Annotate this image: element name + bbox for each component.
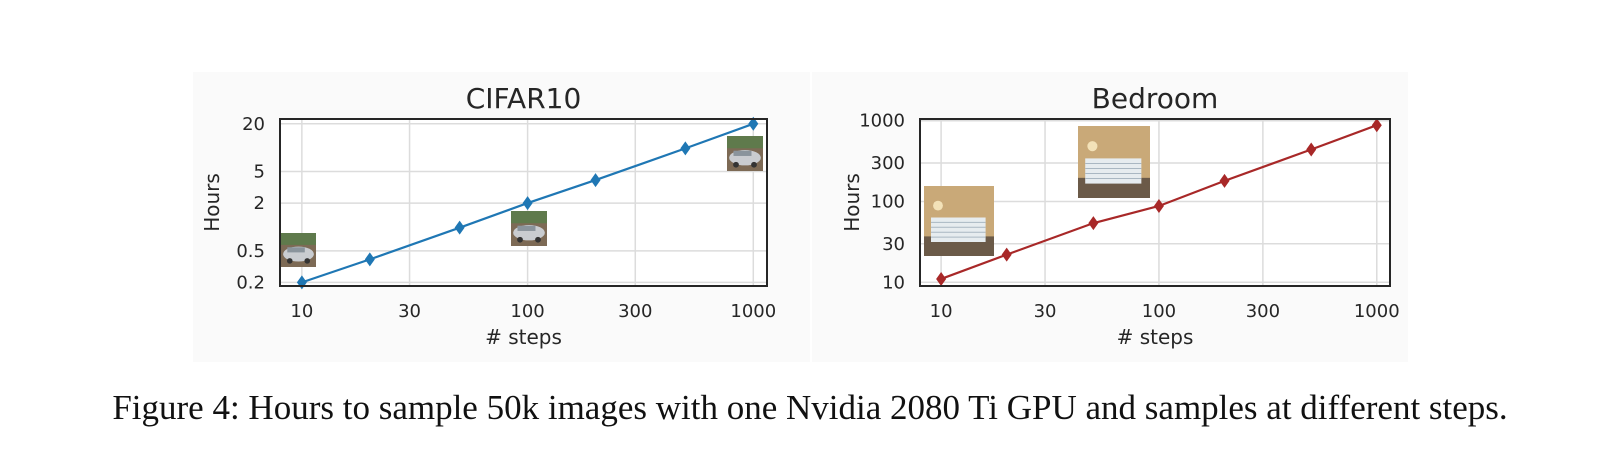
x-tick-label: 30 (398, 301, 421, 322)
x-tick-label: 100 (1142, 301, 1176, 322)
x-tick-label: 1000 (730, 301, 776, 322)
sample-image-car-window (517, 225, 536, 231)
sample-image-lamp (1087, 141, 1098, 152)
x-tick-label: 10 (290, 301, 313, 322)
y-tick-label: 0.5 (236, 241, 265, 262)
y-tick-label: 0.2 (236, 272, 265, 293)
y-tick-label: 1000 (859, 111, 905, 132)
y-tick-label: 10 (882, 272, 905, 293)
data-point-marker (364, 252, 375, 267)
sample-image: bedroom sample at 100 steps (1078, 126, 1150, 198)
x-tick-label: 30 (1034, 301, 1057, 322)
data-point-marker (748, 116, 759, 131)
sample-image-lamp (933, 200, 943, 211)
sample-image-wheel (751, 161, 757, 168)
sample-image-wheel (535, 236, 541, 243)
x-tick-label: 300 (1246, 301, 1280, 322)
y-tick-label: 30 (882, 234, 905, 255)
figure-caption: Figure 4: Hours to sample 50k images wit… (112, 388, 1508, 427)
sample-image-wheel (517, 236, 523, 243)
sample-image-wheel (286, 258, 293, 264)
x-tick-label: 100 (510, 301, 544, 322)
sample-image: car sample at 1000 steps (727, 136, 763, 171)
chart-title: Bedroom (1092, 82, 1219, 115)
chart-title: CIFAR10 (466, 82, 582, 115)
x-tick-label: 300 (618, 301, 652, 322)
data-point-marker (936, 271, 947, 286)
data-point-marker (454, 220, 465, 235)
sample-image-bed (1085, 158, 1142, 184)
plot-frame (919, 118, 1391, 287)
y-axis-label: Hours (840, 173, 864, 232)
sample-image-sky (727, 136, 763, 149)
y-axis-label: Hours (200, 173, 224, 232)
data-point-marker (680, 141, 691, 156)
sample-image: car sample at 100 steps (511, 211, 547, 246)
plot-frame (279, 118, 768, 287)
y-tick-label: 100 (871, 192, 905, 213)
data-point-marker (1306, 142, 1317, 157)
data-point-marker (1219, 173, 1230, 188)
x-tick-label: 10 (930, 301, 953, 322)
data-point-marker (590, 173, 601, 188)
sample-image: car sample at 10 steps (281, 233, 316, 267)
sample-image-wheel (733, 161, 739, 168)
sample-image-car-window (287, 247, 305, 253)
data-point-marker (1371, 118, 1382, 133)
x-axis-label: # steps (1117, 325, 1194, 349)
sample-image-sky (281, 233, 316, 245)
data-point-marker (1088, 216, 1099, 231)
sample-image: bedroom sample at 10 steps (924, 186, 994, 256)
data-point-marker (1153, 198, 1164, 213)
y-tick-label: 2 (254, 193, 265, 214)
y-tick-label: 300 (871, 153, 905, 174)
y-tick-label: 20 (242, 114, 265, 135)
data-point-marker (1001, 247, 1012, 262)
sample-image-wheel (304, 258, 311, 264)
y-tick-label: 5 (254, 162, 265, 183)
data-point-marker (522, 196, 533, 211)
sample-image-sky (511, 211, 547, 224)
x-axis-label: # steps (485, 325, 562, 349)
sample-image-bed (931, 217, 986, 242)
x-tick-label: 1000 (1354, 301, 1400, 322)
sample-image-car-window (733, 150, 752, 156)
